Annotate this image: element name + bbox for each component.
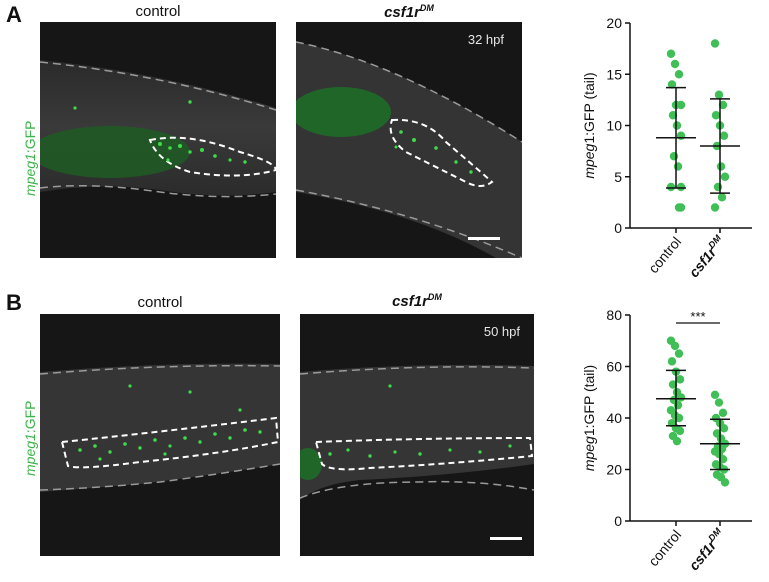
chart-b-xtick-label-1: csf1rDM: [685, 526, 729, 574]
chart-a-point-g0-1: [670, 59, 680, 69]
chart-b-significance-label: ***: [690, 309, 705, 324]
panel-b-mutant-micrograph: 50 hpf: [300, 314, 534, 556]
chart-a-xtick-label-1: csf1rDM: [685, 233, 729, 281]
chart-a-xtick-label-0: control: [645, 234, 684, 276]
panel-b-control-label: control: [137, 294, 183, 311]
chart-a-point-g1-10: [717, 193, 727, 202]
chart-b-ytick-label-0: 0: [614, 513, 622, 529]
chart-a-point-g1-1: [714, 90, 724, 99]
chart-a-ytick-label-1: 5: [614, 169, 622, 185]
chart-b-point-g1-1: [714, 398, 724, 407]
chart-a-point-g0-10: [673, 162, 683, 171]
panel-a-scale-bar: [468, 237, 500, 240]
chart-a-point-g0-9: [669, 152, 679, 161]
chart-b-point-g0-2: [674, 349, 684, 358]
chart-b: 0 20 40 60 80 mpeg1:GFP (tail) control csf1rDM *…: [581, 307, 752, 574]
chart-b-ytick-label-3: 60: [606, 359, 622, 375]
chart-b-point-g1-2: [718, 408, 728, 418]
chart-a-ylabel: mpeg1:GFP (tail): [581, 72, 597, 178]
chart-a-point-g0-11: [666, 182, 676, 192]
panel-a-letter: A: [6, 2, 22, 27]
chart-b-point-g0-8: [676, 393, 686, 402]
chart-a-point-g0-2: [674, 70, 684, 79]
chart-b-ylabel: mpeg1:GFP (tail): [581, 365, 597, 471]
panel-b-mutant-label: csf1rDM: [392, 292, 442, 310]
chart-b-ytick-label-2: 40: [606, 410, 622, 426]
panel-a-control-label: control: [135, 3, 181, 20]
chart-a-point-g0-6: [668, 111, 678, 120]
chart-a-point-g0-12: [676, 182, 686, 192]
chart-a-point-g1-9: [713, 182, 723, 192]
chart-b-point-g1-0: [710, 390, 720, 400]
chart-a-point-g0-5: [676, 100, 686, 110]
panel-a-mutant-micrograph: 32 hpf: [296, 22, 522, 258]
chart-b-point-g1-13: [718, 455, 728, 464]
chart-a-ytick-label-3: 15: [606, 66, 622, 82]
chart-b-point-g0-1: [670, 341, 680, 351]
micrograph-a-control-svg: [40, 60, 276, 198]
chart-a-point-g0-7: [672, 121, 682, 130]
chart-a-ytick-label-2: 10: [606, 118, 622, 134]
chart-b-point-g0-5: [675, 375, 685, 384]
chart-a-point-g1-11: [710, 203, 720, 212]
chart-a-ytick-label-4: 20: [606, 15, 622, 31]
chart-b-xtick-label-0: control: [645, 527, 684, 569]
panel-a-mutant-label: csf1rDM: [384, 3, 434, 21]
chart-b-point-g0-10: [673, 400, 683, 410]
panel-a-stage-label: 32 hpf: [467, 32, 504, 47]
chart-b-point-g1-5: [719, 424, 729, 433]
chart-b-ytick-label-1: 20: [606, 462, 622, 478]
panel-b-control-micrograph: [40, 314, 280, 556]
chart-a-point-g1-3: [711, 111, 721, 120]
chart-a-point-g0-0: [666, 49, 676, 58]
chart-a-ytick-label-0: 0: [614, 220, 622, 236]
panel-b-side-label: mpeg1:GFP: [22, 400, 38, 476]
chart-b-point-g1-19: [720, 478, 730, 487]
chart-b-ytick-label-4: 80: [606, 307, 622, 323]
chart-b-point-g0-16: [675, 426, 685, 436]
panel-a-side-label: mpeg1:GFP: [22, 120, 38, 196]
chart-a-point-g1-0: [710, 39, 720, 48]
chart-b-point-g0-6: [668, 380, 678, 389]
panel-b-stage-label: 50 hpf: [483, 324, 520, 339]
chart-b-point-g0-18: [672, 436, 682, 446]
chart-a-point-g1-8: [720, 172, 730, 181]
chart-a-point-g0-3: [667, 80, 677, 89]
panel-b-letter: B: [6, 290, 22, 315]
chart-a-point-g1-5: [719, 131, 729, 140]
chart-a-point-g0-8: [676, 131, 686, 140]
chart-a-point-g1-7: [716, 162, 726, 171]
panel-a-control-micrograph: [40, 22, 276, 258]
micrograph-a-mutant-svg: [296, 41, 522, 258]
panel-b-scale-bar: [490, 537, 522, 540]
chart-a: 0 5 10 15 20 mpeg1:GFP (tail) control csf1rDM: [581, 15, 752, 281]
chart-b-point-g0-13: [674, 413, 684, 423]
chart-b-point-g0-3: [667, 357, 677, 366]
chart-a-point-g0-14: [676, 203, 686, 212]
chart-a-point-g1-2: [718, 100, 728, 110]
micrograph-b-mutant-svg: [300, 364, 534, 500]
micrograph-b-control-svg: [40, 363, 280, 492]
